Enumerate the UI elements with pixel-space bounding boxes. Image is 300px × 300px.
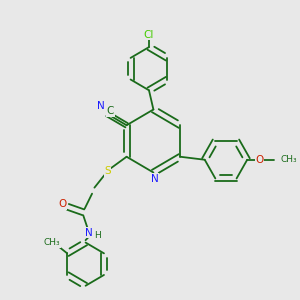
Text: H: H <box>94 230 101 239</box>
Text: CH₃: CH₃ <box>44 238 60 247</box>
Text: S: S <box>104 166 111 176</box>
Text: O: O <box>256 155 264 165</box>
Text: Cl: Cl <box>144 29 154 40</box>
Text: CH₃: CH₃ <box>280 155 297 164</box>
Text: C: C <box>107 106 114 116</box>
Text: N: N <box>151 173 159 184</box>
Text: N: N <box>85 228 92 238</box>
Text: O: O <box>58 200 67 209</box>
Text: N: N <box>97 100 105 111</box>
